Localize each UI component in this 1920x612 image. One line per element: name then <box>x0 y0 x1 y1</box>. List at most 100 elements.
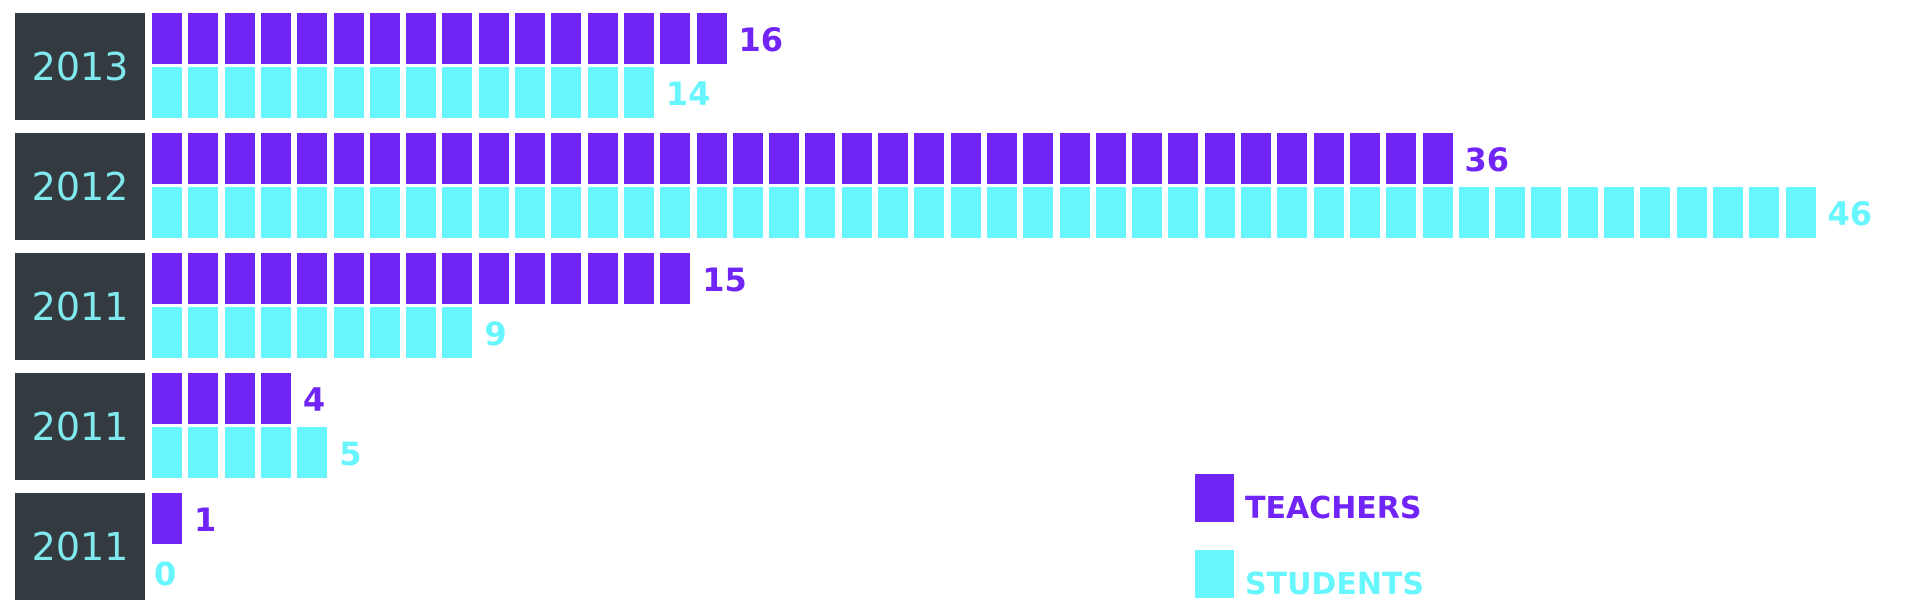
bar-square-teachers <box>478 133 509 184</box>
bar-square-teachers <box>769 133 800 184</box>
year-label: 2013 <box>15 13 145 120</box>
bar-square-teachers <box>297 13 328 64</box>
bar-square-students <box>369 187 400 238</box>
bar-square-teachers <box>878 133 908 184</box>
data-label-students: 14 <box>665 75 711 113</box>
bar-square-students <box>369 307 400 358</box>
bar-square-teachers <box>152 133 182 184</box>
bar-square-teachers <box>914 133 945 184</box>
bar-square-teachers <box>515 13 545 64</box>
bar-square-teachers <box>805 133 836 184</box>
bar-square-students <box>224 187 255 238</box>
data-label-teachers: 1 <box>194 501 217 539</box>
bar-square-students <box>297 187 328 238</box>
bar-square-teachers <box>406 133 437 184</box>
data-label-teachers: 36 <box>1464 141 1510 179</box>
bar-square-students <box>478 67 509 118</box>
legend-swatch-students <box>1195 550 1234 598</box>
bar-square-teachers <box>1168 133 1199 184</box>
bar-square-students <box>442 307 473 358</box>
bar-square-students <box>732 187 763 238</box>
bar-square-students <box>1676 187 1707 238</box>
bar-square-students <box>1204 187 1235 238</box>
bar-square-teachers <box>551 13 582 64</box>
bar-square-teachers <box>1422 133 1453 184</box>
bar-square-teachers <box>152 253 182 304</box>
bar-square-students <box>950 187 981 238</box>
bar-square-teachers <box>623 133 654 184</box>
bar-square-students <box>260 67 291 118</box>
bar-square-students <box>1313 187 1344 238</box>
bar-square-students <box>914 187 945 238</box>
bar-square-teachers <box>623 253 654 304</box>
bar-square-teachers <box>152 373 182 424</box>
bar-square-teachers <box>442 253 473 304</box>
data-label-teachers: 4 <box>302 381 326 419</box>
bar-square-students <box>841 187 872 238</box>
bar-square-students <box>1059 187 1090 238</box>
bar-square-students <box>623 67 654 118</box>
bar-square-students <box>406 307 437 358</box>
bar-square-students <box>878 187 908 238</box>
bar-square-students <box>1168 187 1199 238</box>
bar-square-students <box>224 307 255 358</box>
bar-square-students <box>1567 187 1598 238</box>
bar-square-teachers <box>551 133 582 184</box>
bar-square-students <box>1785 187 1816 238</box>
legend-label-teachers: TEACHERS <box>1245 491 1422 526</box>
bar-square-students <box>587 187 618 238</box>
bar-square-students <box>260 307 291 358</box>
bar-square-teachers <box>188 133 219 184</box>
bar-square-students <box>406 67 437 118</box>
bar-square-teachers <box>369 13 400 64</box>
bar-square-teachers <box>1386 133 1417 184</box>
bar-square-teachers <box>1095 133 1126 184</box>
bar-square-students <box>188 67 219 118</box>
bar-square-students <box>1132 187 1163 238</box>
bar-square-students <box>1277 187 1308 238</box>
bar-square-teachers <box>478 13 509 64</box>
bar-square-students <box>188 307 219 358</box>
bar-square-teachers <box>515 133 545 184</box>
bar-square-teachers <box>260 133 291 184</box>
bar-square-teachers <box>297 133 328 184</box>
bar-square-students <box>297 427 328 478</box>
bar-square-students <box>152 67 182 118</box>
year-label: 2011 <box>15 253 145 360</box>
bar-square-students <box>188 187 219 238</box>
bar-square-students <box>660 187 691 238</box>
bar-square-students <box>260 427 291 478</box>
bar-square-teachers <box>442 13 473 64</box>
bar-square-teachers <box>224 133 255 184</box>
bar-square-teachers <box>442 133 473 184</box>
bar-square-teachers <box>1349 133 1380 184</box>
bar-square-teachers <box>224 13 255 64</box>
bar-square-teachers <box>986 133 1017 184</box>
bar-square-students <box>587 67 618 118</box>
bar-square-students <box>333 307 364 358</box>
bar-square-teachers <box>587 13 618 64</box>
bar-square-teachers <box>660 13 691 64</box>
bar-square-teachers <box>224 253 255 304</box>
bar-square-students <box>1531 187 1562 238</box>
bar-square-teachers <box>369 133 400 184</box>
bar-square-students <box>152 307 182 358</box>
bar-square-students <box>1023 187 1054 238</box>
legend-label-students: STUDENTS <box>1245 567 1425 602</box>
bar-square-teachers <box>260 253 291 304</box>
bar-square-students <box>478 187 509 238</box>
bar-square-students <box>1458 187 1489 238</box>
bar-square-teachers <box>188 253 219 304</box>
bar-square-teachers <box>587 253 618 304</box>
bar-square-teachers <box>1132 133 1163 184</box>
data-label-students: 0 <box>154 555 177 593</box>
bar-square-teachers <box>406 253 437 304</box>
data-label-students: 5 <box>339 435 362 473</box>
bar-square-students <box>1241 187 1271 238</box>
year-label: 2011 <box>15 493 145 600</box>
bar-square-teachers <box>1023 133 1054 184</box>
bar-square-students <box>442 187 473 238</box>
bar-square-teachers <box>696 133 727 184</box>
bar-square-teachers <box>333 133 364 184</box>
bar-square-teachers <box>188 373 219 424</box>
